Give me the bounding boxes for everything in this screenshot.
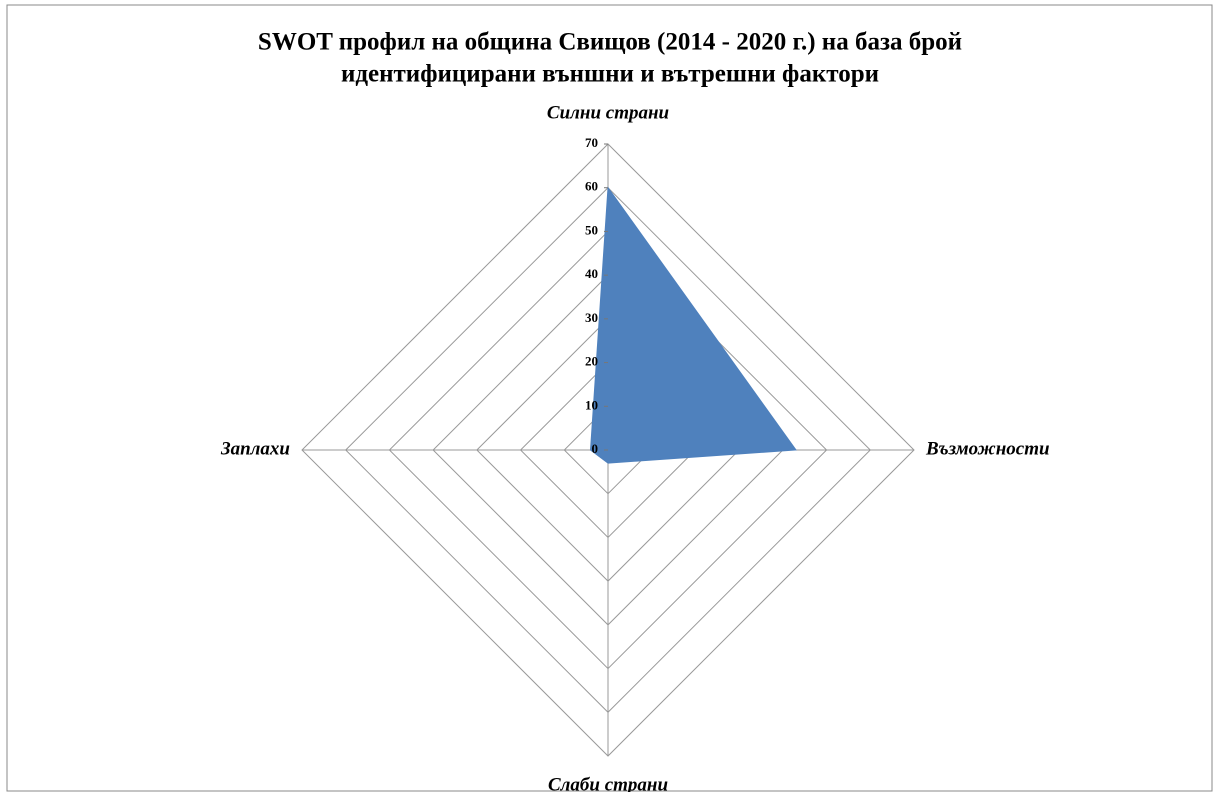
y-tick-label: 30	[585, 310, 598, 325]
y-tick-label: 20	[585, 354, 598, 369]
y-tick-label: 50	[585, 222, 598, 237]
chart-title: идентифицирани външни и вътрешни фактори	[341, 61, 879, 88]
y-tick-label: 0	[592, 441, 599, 456]
y-tick-label: 10	[585, 397, 598, 412]
category-label: Заплахи	[220, 438, 290, 459]
category-label: Слаби страни	[548, 774, 668, 792]
category-label: Силни страни	[547, 102, 669, 123]
category-label: Възможности	[925, 438, 1050, 459]
y-tick-label: 70	[585, 135, 598, 150]
chart-title: SWOT профил на община Свищов (2014 - 202…	[258, 29, 962, 56]
y-tick-label: 60	[585, 179, 598, 194]
series-area	[589, 186, 797, 464]
y-tick-label: 40	[585, 266, 598, 281]
